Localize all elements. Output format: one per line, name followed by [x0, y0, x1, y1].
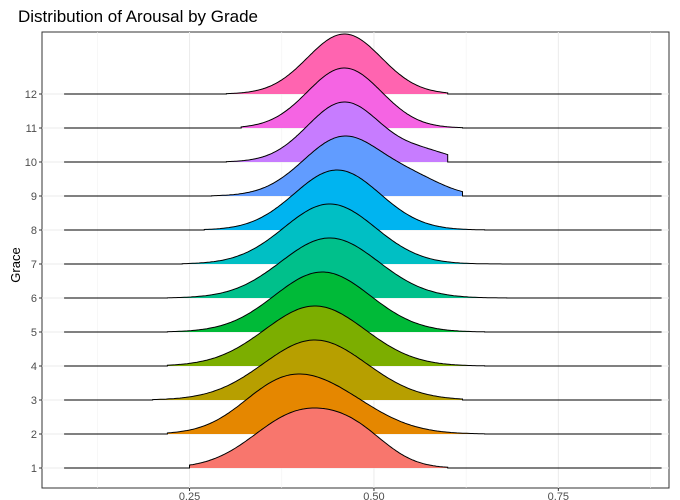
x-axis-ticks: 0.25 0.50 0.75 — [179, 488, 569, 500]
y-tick-label: 11 — [26, 123, 37, 135]
y-tick-label: 6 — [31, 293, 37, 305]
ridge-fill-12 — [226, 34, 448, 94]
ridge-6 — [64, 237, 662, 299]
ridge-12 — [64, 33, 662, 95]
ridge-2 — [64, 373, 662, 435]
ridge-4 — [64, 305, 662, 367]
x-tick-label: 0.75 — [548, 491, 569, 500]
y-tick-label: 10 — [25, 157, 37, 169]
ridge-5 — [64, 271, 662, 333]
ridge-fill-5 — [167, 272, 485, 332]
y-tick-label: 4 — [31, 361, 37, 373]
y-tick-label: 5 — [31, 327, 37, 339]
ridge-fill-3 — [152, 340, 463, 400]
ridge-9 — [64, 135, 662, 197]
ridge-outline-7 — [64, 203, 662, 265]
ridge-1 — [64, 407, 662, 469]
ridge-outline-1 — [64, 407, 662, 469]
plot-panel-border — [41, 31, 670, 489]
ridge-fill-7 — [182, 204, 522, 264]
ridge-11 — [64, 67, 662, 129]
ridge-3 — [64, 339, 662, 401]
ridge-fill-6 — [167, 238, 507, 298]
ridge-outline-2 — [64, 373, 662, 435]
y-tick-label: 7 — [31, 259, 37, 271]
ridge-outline-5 — [64, 271, 662, 333]
ridge-fill-1 — [189, 408, 448, 468]
ridge-outline-10 — [64, 101, 662, 163]
ridge-fill-10 — [226, 102, 448, 162]
ridge-fill-8 — [204, 170, 485, 230]
ridge-outline-8 — [64, 169, 662, 231]
ridges — [64, 33, 662, 469]
y-tick-label: 3 — [31, 395, 37, 407]
ridge-7 — [64, 203, 662, 265]
ridge-fill-9 — [211, 136, 463, 196]
ridge-fill-2 — [167, 374, 485, 434]
ridge-outline-11 — [64, 67, 662, 129]
y-tick-label: 12 — [25, 89, 37, 101]
y-tick-label: 2 — [31, 429, 37, 441]
ridge-fill-4 — [167, 306, 485, 366]
ridge-outline-4 — [64, 305, 662, 367]
ridge-outline-12 — [64, 33, 662, 95]
ridge-outline-3 — [64, 339, 662, 401]
ridge-8 — [64, 169, 662, 231]
x-tick-label: 0.25 — [179, 491, 200, 500]
ridge-outline-6 — [64, 237, 662, 299]
chart-title: Distribution of Arousal by Grade — [18, 7, 258, 26]
y-tick-label: 1 — [31, 463, 37, 475]
y-tick-label: 8 — [31, 225, 37, 237]
ridge-fill-11 — [241, 68, 463, 128]
y-tick-label: 9 — [31, 191, 37, 203]
y-axis-title: Grace — [8, 247, 23, 282]
ridge-10 — [64, 101, 662, 163]
ridge-outline-9 — [64, 135, 662, 197]
x-tick-label: 0.50 — [363, 491, 384, 500]
